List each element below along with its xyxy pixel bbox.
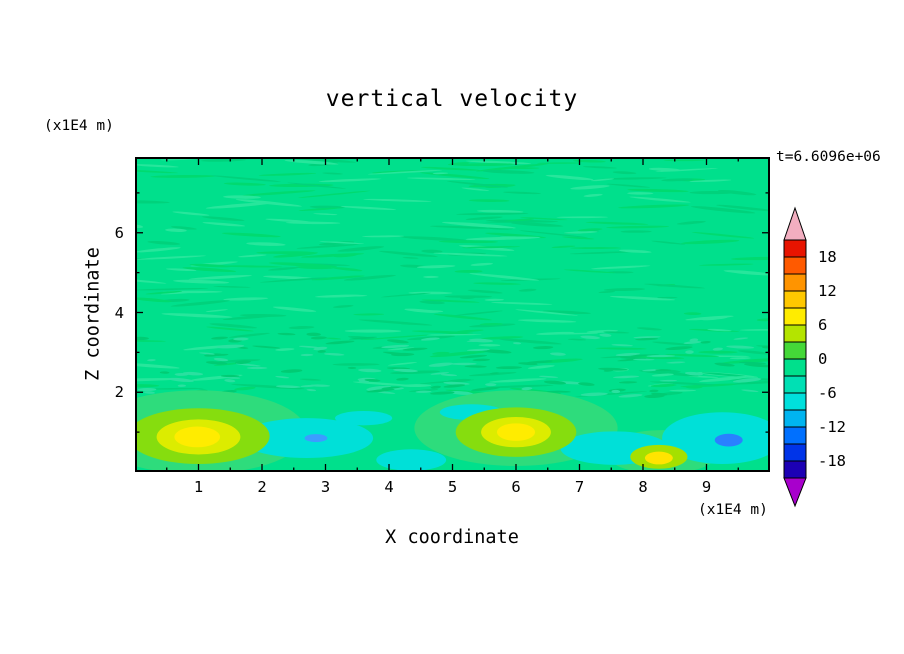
contour-plot (135, 157, 770, 472)
contour-features (135, 390, 770, 472)
colorbar-segment (783, 324, 807, 343)
chart-title: vertical velocity (325, 86, 579, 112)
colorbar-segment (783, 460, 807, 479)
x-tick-label: 4 (384, 478, 394, 496)
y-tick-label: 2 (114, 383, 124, 402)
colorbar-segment (783, 443, 807, 462)
colorbar-segment (783, 392, 807, 411)
colorbar-segment (783, 239, 807, 258)
colorbar-segment (783, 426, 807, 445)
colorbar-tick-label: -12 (818, 418, 846, 436)
colorbar-segment (783, 409, 807, 428)
plot-frame (135, 157, 770, 472)
colorbar-segment (783, 307, 807, 326)
x-axis-title: X coordinate (385, 527, 519, 548)
colorbar-segment (783, 375, 807, 394)
colorbar-segment (783, 273, 807, 292)
x-tick-label: 9 (701, 478, 712, 496)
field-texture (135, 332, 770, 399)
time-annotation: t=6.6096e+06 (776, 149, 881, 165)
x-tick-label: 2 (257, 478, 267, 496)
colorbar-segment (783, 341, 807, 360)
colorbar-tick-label: 18 (818, 248, 837, 266)
colorbar-segment (783, 358, 807, 377)
y-tick-label: 6 (114, 223, 124, 242)
colorbar-tick-label: -18 (818, 452, 846, 470)
x-tick-label: 6 (511, 478, 521, 496)
x-tick-label: 8 (638, 478, 648, 496)
colorbar-tick-label: 6 (818, 316, 828, 334)
colorbar (783, 206, 807, 508)
y-axis-unit-label: (x1E4 m) (44, 118, 114, 134)
colorbar-segment (783, 256, 807, 275)
x-tick-label: 3 (320, 478, 331, 496)
colorbar-tick-label: -6 (818, 384, 837, 402)
x-axis-unit-label: (x1E4 m) (698, 502, 768, 518)
colorbar-tick-label: 0 (818, 350, 828, 368)
y-tick-label: 4 (114, 303, 124, 322)
colorbar-segment (783, 290, 807, 309)
colorbar-tick-label: 12 (818, 282, 837, 300)
colorbar-arrow-bottom (783, 477, 807, 508)
x-tick-label: 5 (447, 478, 458, 496)
colorbar-arrow-top (783, 206, 807, 241)
x-tick-label: 1 (193, 478, 204, 496)
x-tick-label: 7 (574, 478, 585, 496)
field-texture (135, 157, 770, 397)
